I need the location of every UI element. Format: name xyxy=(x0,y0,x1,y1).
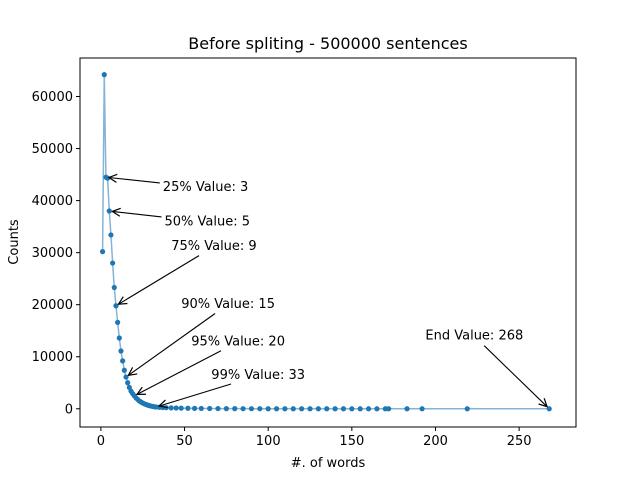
annotation: 99% Value: 33 xyxy=(159,368,305,406)
chart-title: Before spliting - 500000 sentences xyxy=(188,34,467,53)
data-point xyxy=(118,348,124,354)
annotation-label: 75% Value: 9 xyxy=(171,239,257,254)
data-point xyxy=(404,406,410,412)
annotation-arrow xyxy=(119,255,200,305)
data-point xyxy=(115,319,121,325)
x-tick-label: 250 xyxy=(507,434,532,449)
data-point xyxy=(257,406,263,412)
data-point xyxy=(265,406,271,412)
y-tick-label: 60000 xyxy=(32,90,73,105)
x-tick-label: 50 xyxy=(176,434,193,449)
data-point xyxy=(111,284,117,291)
data-point xyxy=(232,406,238,412)
x-axis-label: #. of words xyxy=(291,456,366,471)
data-point xyxy=(168,405,174,411)
data-point xyxy=(365,406,372,412)
annotation: 50% Value: 5 xyxy=(112,211,251,230)
data-point xyxy=(332,406,338,412)
data-point xyxy=(374,406,380,412)
data-point xyxy=(108,232,114,238)
y-tick-label: 20000 xyxy=(32,298,73,313)
data-point xyxy=(198,405,204,412)
data-point xyxy=(307,406,313,412)
annotation-arrow xyxy=(137,350,222,395)
annotation-arrow xyxy=(112,211,162,218)
data-point xyxy=(273,406,280,412)
annotation-label: 90% Value: 15 xyxy=(181,297,275,312)
data-point xyxy=(125,380,131,386)
annotation-label: 50% Value: 5 xyxy=(165,215,251,230)
data-point xyxy=(191,405,198,411)
annotation-arrow xyxy=(159,383,232,406)
annotation: 90% Value: 15 xyxy=(128,297,275,376)
data-point xyxy=(178,405,184,411)
data-point xyxy=(120,358,126,364)
data-point xyxy=(106,208,112,214)
y-tick-label: 10000 xyxy=(32,350,73,365)
y-axis: 0 10000 20000 30000 40000 50000 60000 xyxy=(32,90,80,417)
data-point xyxy=(419,406,425,412)
x-tick-label: 0 xyxy=(97,434,105,449)
annotation-label: End Value: 268 xyxy=(425,329,523,344)
data-point xyxy=(282,406,288,412)
data-point xyxy=(101,72,107,78)
data-point xyxy=(223,406,229,412)
data-point xyxy=(173,405,179,411)
data-point xyxy=(123,374,129,380)
data-point xyxy=(340,406,347,412)
y-tick-label: 30000 xyxy=(32,246,73,261)
annotation: End Value: 268 xyxy=(425,329,547,407)
data-point xyxy=(357,406,363,412)
data-point xyxy=(315,406,321,412)
y-tick-label: 40000 xyxy=(32,194,73,209)
annotation: 25% Value: 3 xyxy=(109,178,249,195)
data-point xyxy=(546,406,552,412)
data-point xyxy=(113,303,119,309)
data-point xyxy=(207,405,213,412)
annotation-label: 25% Value: 3 xyxy=(163,180,249,195)
data-point xyxy=(99,249,106,255)
data-point xyxy=(116,335,122,341)
plot-area: 25% Value: 3 50% Value: 5 75% Value: 9 90% … xyxy=(99,72,552,412)
annotation-arrow xyxy=(483,345,547,407)
data-point xyxy=(240,406,246,412)
data-point xyxy=(110,260,116,266)
x-tick-label: 150 xyxy=(339,434,364,449)
y-tick-label: 50000 xyxy=(32,142,73,157)
y-axis-label: Counts xyxy=(7,219,22,265)
data-point xyxy=(349,406,355,412)
annotation: 95% Value: 20 xyxy=(137,334,285,394)
annotation-arrow xyxy=(128,313,216,376)
x-axis: 0 50 100 150 200 250 xyxy=(97,427,532,449)
data-point xyxy=(299,406,305,412)
annotation: 75% Value: 9 xyxy=(119,239,257,304)
data-point xyxy=(386,406,392,412)
data-point xyxy=(185,405,191,411)
data-point xyxy=(290,406,296,412)
data-point xyxy=(248,406,255,412)
annotation-arrow xyxy=(109,178,160,184)
data-point xyxy=(105,175,111,181)
data-point xyxy=(121,367,127,373)
plot-frame xyxy=(79,57,577,428)
y-tick-label: 0 xyxy=(65,402,73,417)
data-point xyxy=(464,406,470,412)
data-point xyxy=(215,405,221,412)
series-line xyxy=(101,74,550,410)
x-tick-label: 200 xyxy=(423,434,448,449)
data-point xyxy=(324,406,330,412)
data-point xyxy=(163,405,169,411)
annotation-label: 95% Value: 20 xyxy=(191,334,285,349)
annotation-label: 99% Value: 33 xyxy=(211,368,305,383)
x-tick-label: 100 xyxy=(256,434,281,449)
